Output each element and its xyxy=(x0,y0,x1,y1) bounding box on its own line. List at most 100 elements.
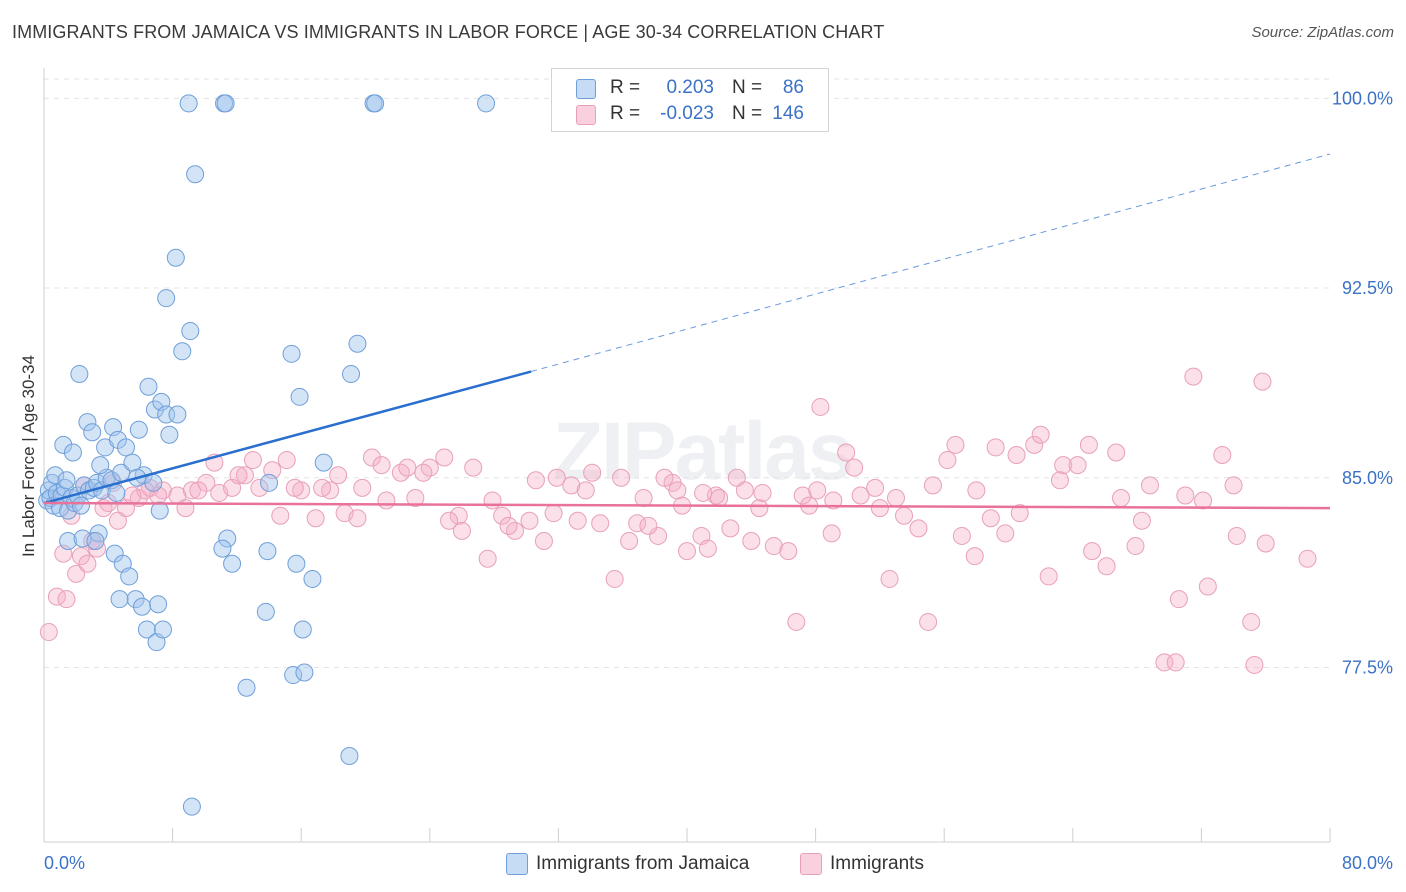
point-immigrants xyxy=(306,509,325,528)
point-immigrants xyxy=(727,468,746,487)
axes xyxy=(43,68,1331,843)
point-jamaica xyxy=(137,620,156,639)
correlation-legend: R = 0.203 N = 86 R = -0.023 N = 146 xyxy=(551,68,829,132)
point-immigrants xyxy=(668,481,687,500)
point-immigrants xyxy=(710,489,729,507)
point-jamaica xyxy=(168,405,187,424)
point-immigrants xyxy=(605,569,624,588)
point-jamaica xyxy=(173,342,192,361)
point-immigrants xyxy=(1007,446,1026,464)
point-immigrants xyxy=(1166,653,1185,672)
point-jamaica xyxy=(348,334,367,353)
point-jamaica xyxy=(54,435,73,454)
point-immigrants xyxy=(189,481,208,500)
point-immigrants xyxy=(348,509,367,528)
point-jamaica xyxy=(144,473,163,492)
point-immigrants xyxy=(612,468,631,487)
point-jamaica xyxy=(70,365,89,384)
point-immigrants xyxy=(67,564,86,583)
point-jamaica xyxy=(186,165,205,184)
point-immigrants xyxy=(870,499,889,518)
axis-labels: 77.5% 85.0% 92.5% 100.0% 0.0% 80.0% In Labor F… xyxy=(19,88,1393,873)
point-jamaica xyxy=(120,567,139,586)
point-immigrants xyxy=(493,506,512,525)
point-jamaica xyxy=(153,620,172,639)
legend-n-value: 86 xyxy=(782,77,804,98)
point-immigrants xyxy=(57,590,76,609)
point-jamaica xyxy=(340,747,359,765)
legend-r-label: R = xyxy=(610,103,641,124)
point-immigrants xyxy=(895,506,914,525)
point-immigrants xyxy=(1112,489,1131,507)
bottom-legend-label: Immigrants from Jamaica xyxy=(536,853,750,874)
point-immigrants xyxy=(1039,567,1058,586)
point-immigrants xyxy=(562,476,581,495)
point-immigrants xyxy=(628,514,647,533)
point-jamaica xyxy=(218,529,237,548)
point-immigrants xyxy=(544,504,563,523)
point-immigrants xyxy=(547,468,566,487)
point-jamaica xyxy=(182,797,201,816)
point-immigrants xyxy=(1176,486,1195,505)
point-immigrants xyxy=(483,491,502,510)
point-jamaica xyxy=(216,94,235,113)
watermark: ZIPatlas xyxy=(553,406,853,497)
point-immigrants xyxy=(1140,476,1159,495)
point-immigrants xyxy=(398,458,417,477)
point-jamaica xyxy=(133,597,152,616)
point-immigrants xyxy=(1169,590,1188,609)
point-jamaica xyxy=(237,678,256,697)
y-tick-label: 92.5% xyxy=(1342,278,1393,298)
point-jamaica xyxy=(179,94,198,113)
point-immigrants xyxy=(694,483,713,502)
point-immigrants xyxy=(108,511,127,530)
point-jamaica xyxy=(166,248,185,267)
point-immigrants xyxy=(250,478,269,497)
point-immigrants xyxy=(938,451,957,470)
point-immigrants xyxy=(1107,443,1126,462)
point-immigrants xyxy=(837,443,856,462)
point-jamaica xyxy=(282,344,301,363)
point-immigrants xyxy=(277,451,296,470)
point-immigrants xyxy=(1068,456,1087,475)
point-immigrants xyxy=(591,514,610,533)
point-jamaica xyxy=(57,471,76,490)
bottom-legend-label: Immigrants xyxy=(830,853,924,874)
legend-n-label: N = xyxy=(732,77,763,98)
point-immigrants xyxy=(1132,511,1151,530)
point-immigrants xyxy=(721,519,740,538)
point-immigrants xyxy=(742,532,761,550)
point-immigrants xyxy=(866,478,885,497)
point-immigrants xyxy=(71,547,90,566)
point-immigrants xyxy=(1025,435,1044,454)
source-label: Source: ZipAtlas.com xyxy=(1251,24,1394,41)
legend-n-label: N = xyxy=(732,103,763,124)
point-immigrants xyxy=(753,483,772,502)
point-immigrants xyxy=(909,519,928,538)
trend-line-immigrants xyxy=(43,501,1331,510)
point-jamaica xyxy=(295,663,314,682)
legend-r-label: R = xyxy=(610,77,641,98)
point-immigrants xyxy=(1298,549,1317,568)
legend-n-value: 146 xyxy=(772,103,804,124)
point-immigrants xyxy=(406,489,425,507)
point-immigrants xyxy=(880,569,899,588)
point-immigrants xyxy=(678,542,696,561)
point-immigrants xyxy=(811,397,830,416)
point-immigrants xyxy=(952,526,971,545)
point-immigrants xyxy=(182,481,201,500)
legend-r-value: 0.203 xyxy=(666,77,714,98)
point-immigrants xyxy=(452,521,471,540)
point-immigrants xyxy=(313,478,332,497)
point-jamaica xyxy=(260,473,279,492)
point-immigrants xyxy=(271,506,290,525)
trend-line-jamaica xyxy=(43,370,532,505)
y-tick-label: 77.5% xyxy=(1342,657,1393,677)
point-immigrants xyxy=(235,466,254,485)
point-immigrants xyxy=(362,448,381,467)
point-immigrants xyxy=(1194,491,1213,510)
point-immigrants xyxy=(750,499,769,518)
point-immigrants xyxy=(1050,471,1069,490)
point-immigrants xyxy=(568,511,587,530)
